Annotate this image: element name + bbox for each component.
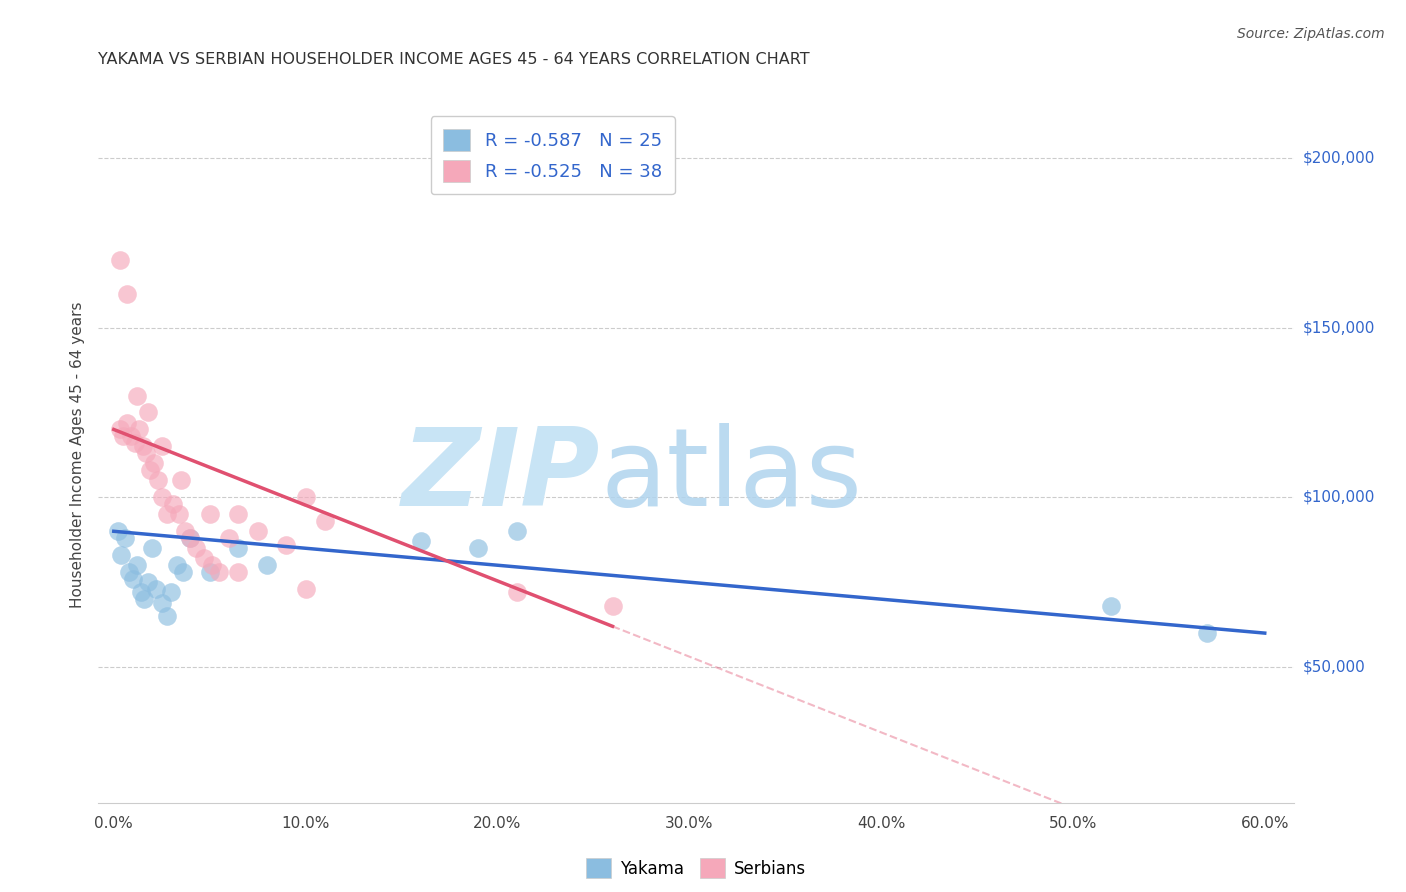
Text: $150,000: $150,000 [1303, 320, 1375, 335]
Point [186, 541, 208, 556]
Point [128, 422, 150, 436]
Point [141, 541, 163, 556]
Point [146, 474, 169, 488]
Point [150, 491, 173, 505]
Point [160, 585, 183, 599]
Point [166, 558, 188, 573]
Point [172, 565, 194, 579]
Point [108, 252, 131, 267]
Point [162, 497, 184, 511]
Point [179, 531, 201, 545]
Point [467, 541, 489, 556]
Legend: Yakama, Serbians: Yakama, Serbians [579, 851, 813, 885]
Point [134, 592, 156, 607]
Point [143, 457, 166, 471]
Point [1099, 599, 1122, 613]
Point [156, 508, 179, 522]
Point [228, 565, 250, 579]
Point [139, 463, 162, 477]
Point [124, 436, 146, 450]
Text: atlas: atlas [600, 423, 862, 529]
Point [156, 609, 179, 624]
Point [167, 508, 190, 522]
Point [107, 524, 129, 539]
Point [135, 446, 157, 460]
Point [208, 565, 231, 579]
Point [314, 514, 336, 528]
Point [218, 531, 240, 545]
Point [228, 541, 250, 556]
Point [409, 534, 432, 549]
Point [118, 565, 141, 579]
Point [129, 585, 152, 599]
Point [115, 416, 138, 430]
Text: $50,000: $50,000 [1303, 659, 1365, 674]
Text: ZIP: ZIP [402, 423, 600, 529]
Point [136, 575, 159, 590]
Text: $100,000: $100,000 [1303, 490, 1375, 505]
Point [505, 585, 527, 599]
Point [115, 286, 138, 301]
Point [294, 582, 316, 596]
Point [120, 429, 142, 443]
Point [256, 558, 278, 573]
Point [114, 531, 136, 545]
Point [276, 538, 298, 552]
Point [108, 422, 131, 436]
Point [602, 599, 624, 613]
Point [110, 548, 132, 562]
Text: $200,000: $200,000 [1303, 151, 1375, 165]
Point [170, 474, 193, 488]
Point [122, 572, 145, 586]
Point [228, 508, 250, 522]
Point [193, 551, 215, 566]
Point [198, 508, 221, 522]
Point [145, 582, 167, 596]
Point [200, 558, 222, 573]
Point [125, 388, 148, 402]
Point [125, 558, 148, 573]
Point [131, 439, 153, 453]
Point [246, 524, 269, 539]
Point [136, 405, 159, 419]
Point [1197, 626, 1219, 640]
Point [294, 491, 316, 505]
Point [505, 524, 527, 539]
Point [173, 524, 195, 539]
Point [150, 439, 173, 453]
Point [150, 596, 173, 610]
Y-axis label: Householder Income Ages 45 - 64 years: Householder Income Ages 45 - 64 years [69, 301, 84, 608]
Point [198, 565, 221, 579]
Text: Source: ZipAtlas.com: Source: ZipAtlas.com [1237, 27, 1385, 41]
Text: YAKAMA VS SERBIAN HOUSEHOLDER INCOME AGES 45 - 64 YEARS CORRELATION CHART: YAKAMA VS SERBIAN HOUSEHOLDER INCOME AGE… [98, 52, 810, 67]
Point [112, 429, 135, 443]
Point [179, 531, 201, 545]
